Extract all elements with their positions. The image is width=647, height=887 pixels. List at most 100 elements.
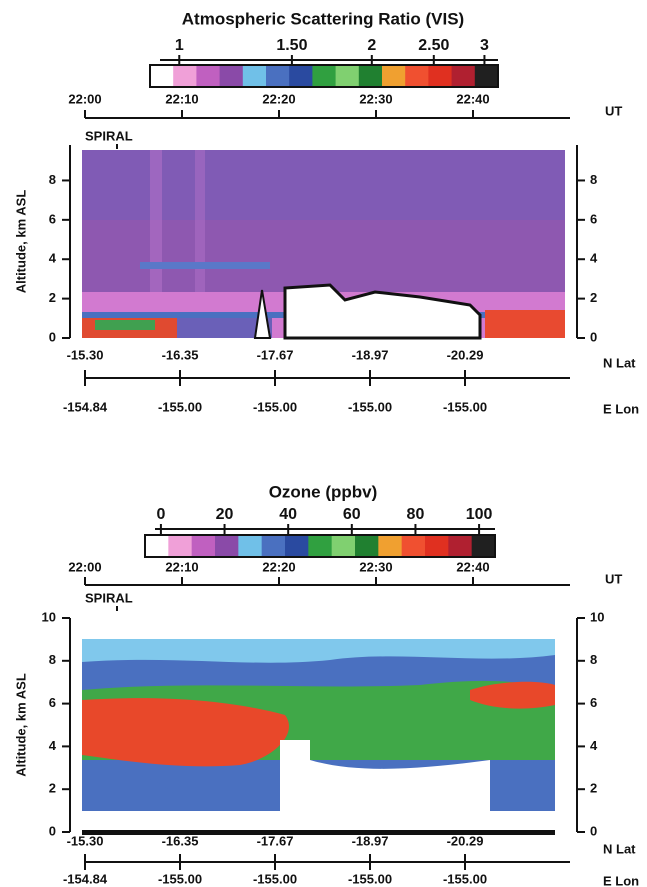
colorbar-swatch xyxy=(378,535,403,557)
colorbar-frame xyxy=(144,534,496,558)
lat-tick-label: -18.97 xyxy=(352,347,389,362)
y-tick-label-right: 4 xyxy=(590,251,598,266)
colorbar-tick-label: 80 xyxy=(407,506,425,523)
chart-title: Ozone (ppbv) xyxy=(269,482,378,501)
time-tick-label: 22:20 xyxy=(262,91,295,106)
lon-tick-label: -155.00 xyxy=(253,399,297,414)
lat-tick-label: -20.29 xyxy=(447,833,484,848)
y-tick-label-right: 8 xyxy=(590,172,597,187)
colorbar-swatch xyxy=(150,65,174,87)
y-tick-label-right: 8 xyxy=(590,652,597,667)
colorbar-tick-label: 2.50 xyxy=(418,37,449,54)
colorbar-tick-label: 3 xyxy=(480,37,489,54)
colorbar-swatch xyxy=(308,535,333,557)
lon-tick-label: -155.00 xyxy=(348,399,392,414)
lon-tick-label: -155.00 xyxy=(158,399,202,414)
lat-axis-label: N Lat xyxy=(603,355,636,370)
y-tick-label: 0 xyxy=(49,329,56,344)
y-tick-label: 2 xyxy=(49,290,56,305)
colorbar-swatch xyxy=(382,65,406,87)
colorbar-swatch xyxy=(238,535,263,557)
y-tick-label: 8 xyxy=(49,172,56,187)
time-tick-label: 22:10 xyxy=(165,91,198,106)
time-axis-label: UT xyxy=(605,571,622,586)
lat-tick-label: -18.97 xyxy=(352,833,389,848)
time-tick-label: 22:00 xyxy=(68,559,101,574)
lat-tick-label: -17.67 xyxy=(257,347,294,362)
colorbar-tick-label: 20 xyxy=(216,506,234,523)
colorbar-tick-label: 2 xyxy=(367,37,376,54)
time-tick-label: 22:30 xyxy=(359,559,392,574)
time-tick-label: 22:30 xyxy=(359,91,392,106)
colorbar-swatch xyxy=(428,65,453,87)
time-tick-label: 22:40 xyxy=(456,91,489,106)
spiral-annotation: SPIRAL xyxy=(85,590,133,605)
lon-tick-label: -155.00 xyxy=(158,871,202,886)
y-tick-label: 8 xyxy=(49,652,56,667)
colorbar-swatch xyxy=(285,535,309,557)
y-tick-label: 6 xyxy=(49,211,56,226)
colorbar-swatch xyxy=(355,535,379,557)
y-tick-label-right: 6 xyxy=(590,211,597,226)
colorbar-swatch xyxy=(405,65,429,87)
colorbar-swatch xyxy=(242,65,267,87)
y-axis-label: Altitude, km ASL xyxy=(13,190,28,294)
y-axis-label: Altitude, km ASL xyxy=(13,673,28,777)
y-tick-label: 6 xyxy=(49,695,56,710)
colorbar-swatch xyxy=(471,535,496,557)
colorbar-tick-label: 40 xyxy=(279,506,297,523)
colorbar-swatch xyxy=(401,535,426,557)
lat-axis-label: N Lat xyxy=(603,841,636,856)
colorbar-tick-label: 1 xyxy=(175,37,184,54)
y-tick-label-right: 10 xyxy=(590,609,604,624)
colorbar-swatch xyxy=(474,65,499,87)
colorbar-swatch xyxy=(425,535,449,557)
lon-tick-label: -154.84 xyxy=(63,871,108,886)
y-tick-label: 4 xyxy=(49,251,57,266)
lat-tick-label: -16.35 xyxy=(162,347,199,362)
lon-axis-label: E Lon xyxy=(603,873,639,887)
lat-tick-label: -15.30 xyxy=(67,347,104,362)
y-tick-label: 4 xyxy=(49,738,57,753)
y-tick-label: 0 xyxy=(49,823,56,838)
time-tick-label: 22:40 xyxy=(456,559,489,574)
y-tick-label-right: 6 xyxy=(590,695,597,710)
lon-axis-label: E Lon xyxy=(603,401,639,416)
curtain-ozone xyxy=(82,639,555,835)
colorbar-swatch xyxy=(215,535,239,557)
colorbar-swatch xyxy=(331,535,356,557)
time-tick-label: 22:20 xyxy=(262,559,295,574)
time-tick-label: 22:10 xyxy=(165,559,198,574)
y-tick-label-right: 2 xyxy=(590,781,597,796)
lat-tick-label: -20.29 xyxy=(447,347,484,362)
y-tick-label-right: 4 xyxy=(590,738,598,753)
colorbar-tick-label: 0 xyxy=(156,506,165,523)
spiral-annotation: SPIRAL xyxy=(85,128,133,143)
colorbar-swatch xyxy=(191,535,216,557)
colorbar-swatch xyxy=(266,65,290,87)
colorbar-swatch xyxy=(219,65,244,87)
colorbar-frame xyxy=(149,64,499,88)
lon-tick-label: -155.00 xyxy=(443,871,487,886)
chart-title: Atmospheric Scattering Ratio (VIS) xyxy=(182,9,464,28)
curtain-scattering xyxy=(82,150,565,340)
lon-tick-label: -154.84 xyxy=(63,399,108,414)
colorbar-swatch xyxy=(448,535,473,557)
time-tick-label: 22:00 xyxy=(68,91,101,106)
colorbar-swatch xyxy=(173,65,197,87)
colorbar-swatch xyxy=(451,65,476,87)
y-tick-label: 2 xyxy=(49,781,56,796)
colorbar-swatch xyxy=(196,65,221,87)
colorbar-swatch xyxy=(145,535,169,557)
colorbar-swatch xyxy=(261,535,286,557)
lat-tick-label: -17.67 xyxy=(257,833,294,848)
colorbar-tick-label: 60 xyxy=(343,506,361,523)
time-axis-label: UT xyxy=(605,103,622,118)
y-tick-label-right: 0 xyxy=(590,329,597,344)
lon-tick-label: -155.00 xyxy=(443,399,487,414)
colorbar-swatch xyxy=(312,65,337,87)
colorbar-tick-label: 1.50 xyxy=(276,37,307,54)
colorbar-swatch xyxy=(358,65,383,87)
lat-tick-label: -15.30 xyxy=(67,833,104,848)
